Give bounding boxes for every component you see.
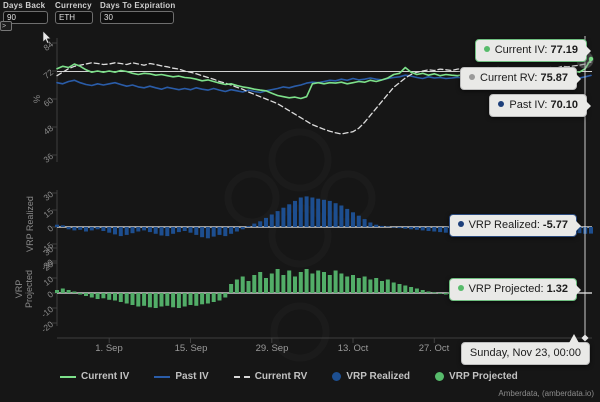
tooltip-label: Current IV:: [494, 44, 548, 56]
field-currency: Currency ETH: [55, 1, 93, 24]
tooltip-value: 77.19: [550, 44, 578, 56]
tooltip-value: 1.32: [546, 283, 568, 295]
legend-item-past-iv[interactable]: Past IV: [154, 371, 209, 382]
toolbar: Days Back 90 Currency ETH Days To Expiration…: [0, 0, 600, 31]
y-axis-title-percent: %: [32, 94, 42, 104]
currency-label: Currency: [55, 1, 92, 10]
past-iv-swatch-icon: [154, 375, 171, 378]
crosshair: [581, 36, 589, 342]
toolbar-fields: Days Back 90 Currency ETH Days To Expiration…: [0, 0, 600, 24]
legend-item-vrp-projected[interactable]: VRP Projected: [435, 371, 518, 382]
panel-expander-button[interactable]: >: [0, 21, 12, 31]
tooltip-label: VRP Realized:: [468, 219, 540, 231]
tooltip-date-value: Sunday, Nov 23, 00:00: [469, 347, 581, 359]
tooltip-current-rv: Current RV: 75.87: [460, 67, 581, 90]
current-iv-dot-icon: [483, 46, 490, 52]
vrp-projected-swatch-icon: [435, 372, 445, 381]
y-axis-title-vrp-realized: VRP Realized: [25, 196, 35, 252]
tooltip-past-iv: Past IV: 70.10: [489, 94, 591, 117]
legend-item-current-rv[interactable]: Current RV: [233, 371, 308, 382]
tooltip-value: -5.77: [542, 219, 568, 231]
days-back-input[interactable]: 90: [3, 11, 48, 24]
legend-label: VRP Realized: [346, 371, 411, 382]
tooltip-vrp-realized: VRP Realized: -5.77: [448, 214, 582, 237]
days-to-expiration-label: Days To Expiration: [100, 1, 176, 10]
attribution-text: Amberdata, (amberdata.io): [498, 389, 594, 398]
y-axis-title-vrp-projected: VRP Projected: [14, 269, 34, 309]
tooltip-value: 75.87: [540, 72, 568, 84]
days-to-expiration-input[interactable]: 30: [100, 11, 174, 24]
vrp-projected-dot-icon: [457, 285, 464, 291]
legend-label: Current RV: [254, 371, 308, 382]
tooltip-label: Past IV:: [509, 99, 548, 111]
watermark-logo: [224, 128, 376, 362]
legend-label: VRP Projected: [449, 371, 518, 382]
tooltip-value: 70.10: [550, 99, 578, 111]
vrp-realized-dot-icon: [457, 221, 464, 227]
currency-input[interactable]: ETH: [55, 11, 93, 24]
vrp-realized-swatch-icon: [332, 372, 342, 381]
tooltip-vrp-projected: VRP Projected: 1.32: [448, 278, 582, 301]
legend-item-vrp-realized[interactable]: VRP Realized: [332, 371, 410, 382]
past-iv-dot-icon: [498, 101, 505, 107]
tooltip-hover-date: Sunday, Nov 23, 00:00: [460, 334, 590, 365]
mouse-cursor-icon: [42, 30, 52, 44]
field-days-back: Days Back 90: [3, 1, 48, 24]
current-rv-swatch-icon: [233, 375, 250, 378]
days-back-label: Days Back: [3, 1, 46, 10]
tooltip-label: VRP Projected:: [468, 283, 544, 295]
legend-item-current-iv[interactable]: Current IV: [60, 371, 129, 382]
field-days-to-expiration: Days To Expiration 30: [100, 1, 175, 24]
legend-label: Current IV: [81, 371, 130, 382]
tooltip-current-iv: Current IV: 77.19: [474, 39, 592, 62]
current-iv-endpoint: [588, 56, 594, 62]
chart-legend: Current IV Past IV Current RV VRP Realized V…: [60, 371, 518, 382]
current-iv-swatch-icon: [60, 375, 76, 378]
tooltip-label: Current RV:: [480, 72, 538, 84]
legend-label: Past IV: [175, 371, 209, 382]
current-rv-dot-icon: [469, 74, 475, 80]
axes: [52, 38, 592, 343]
